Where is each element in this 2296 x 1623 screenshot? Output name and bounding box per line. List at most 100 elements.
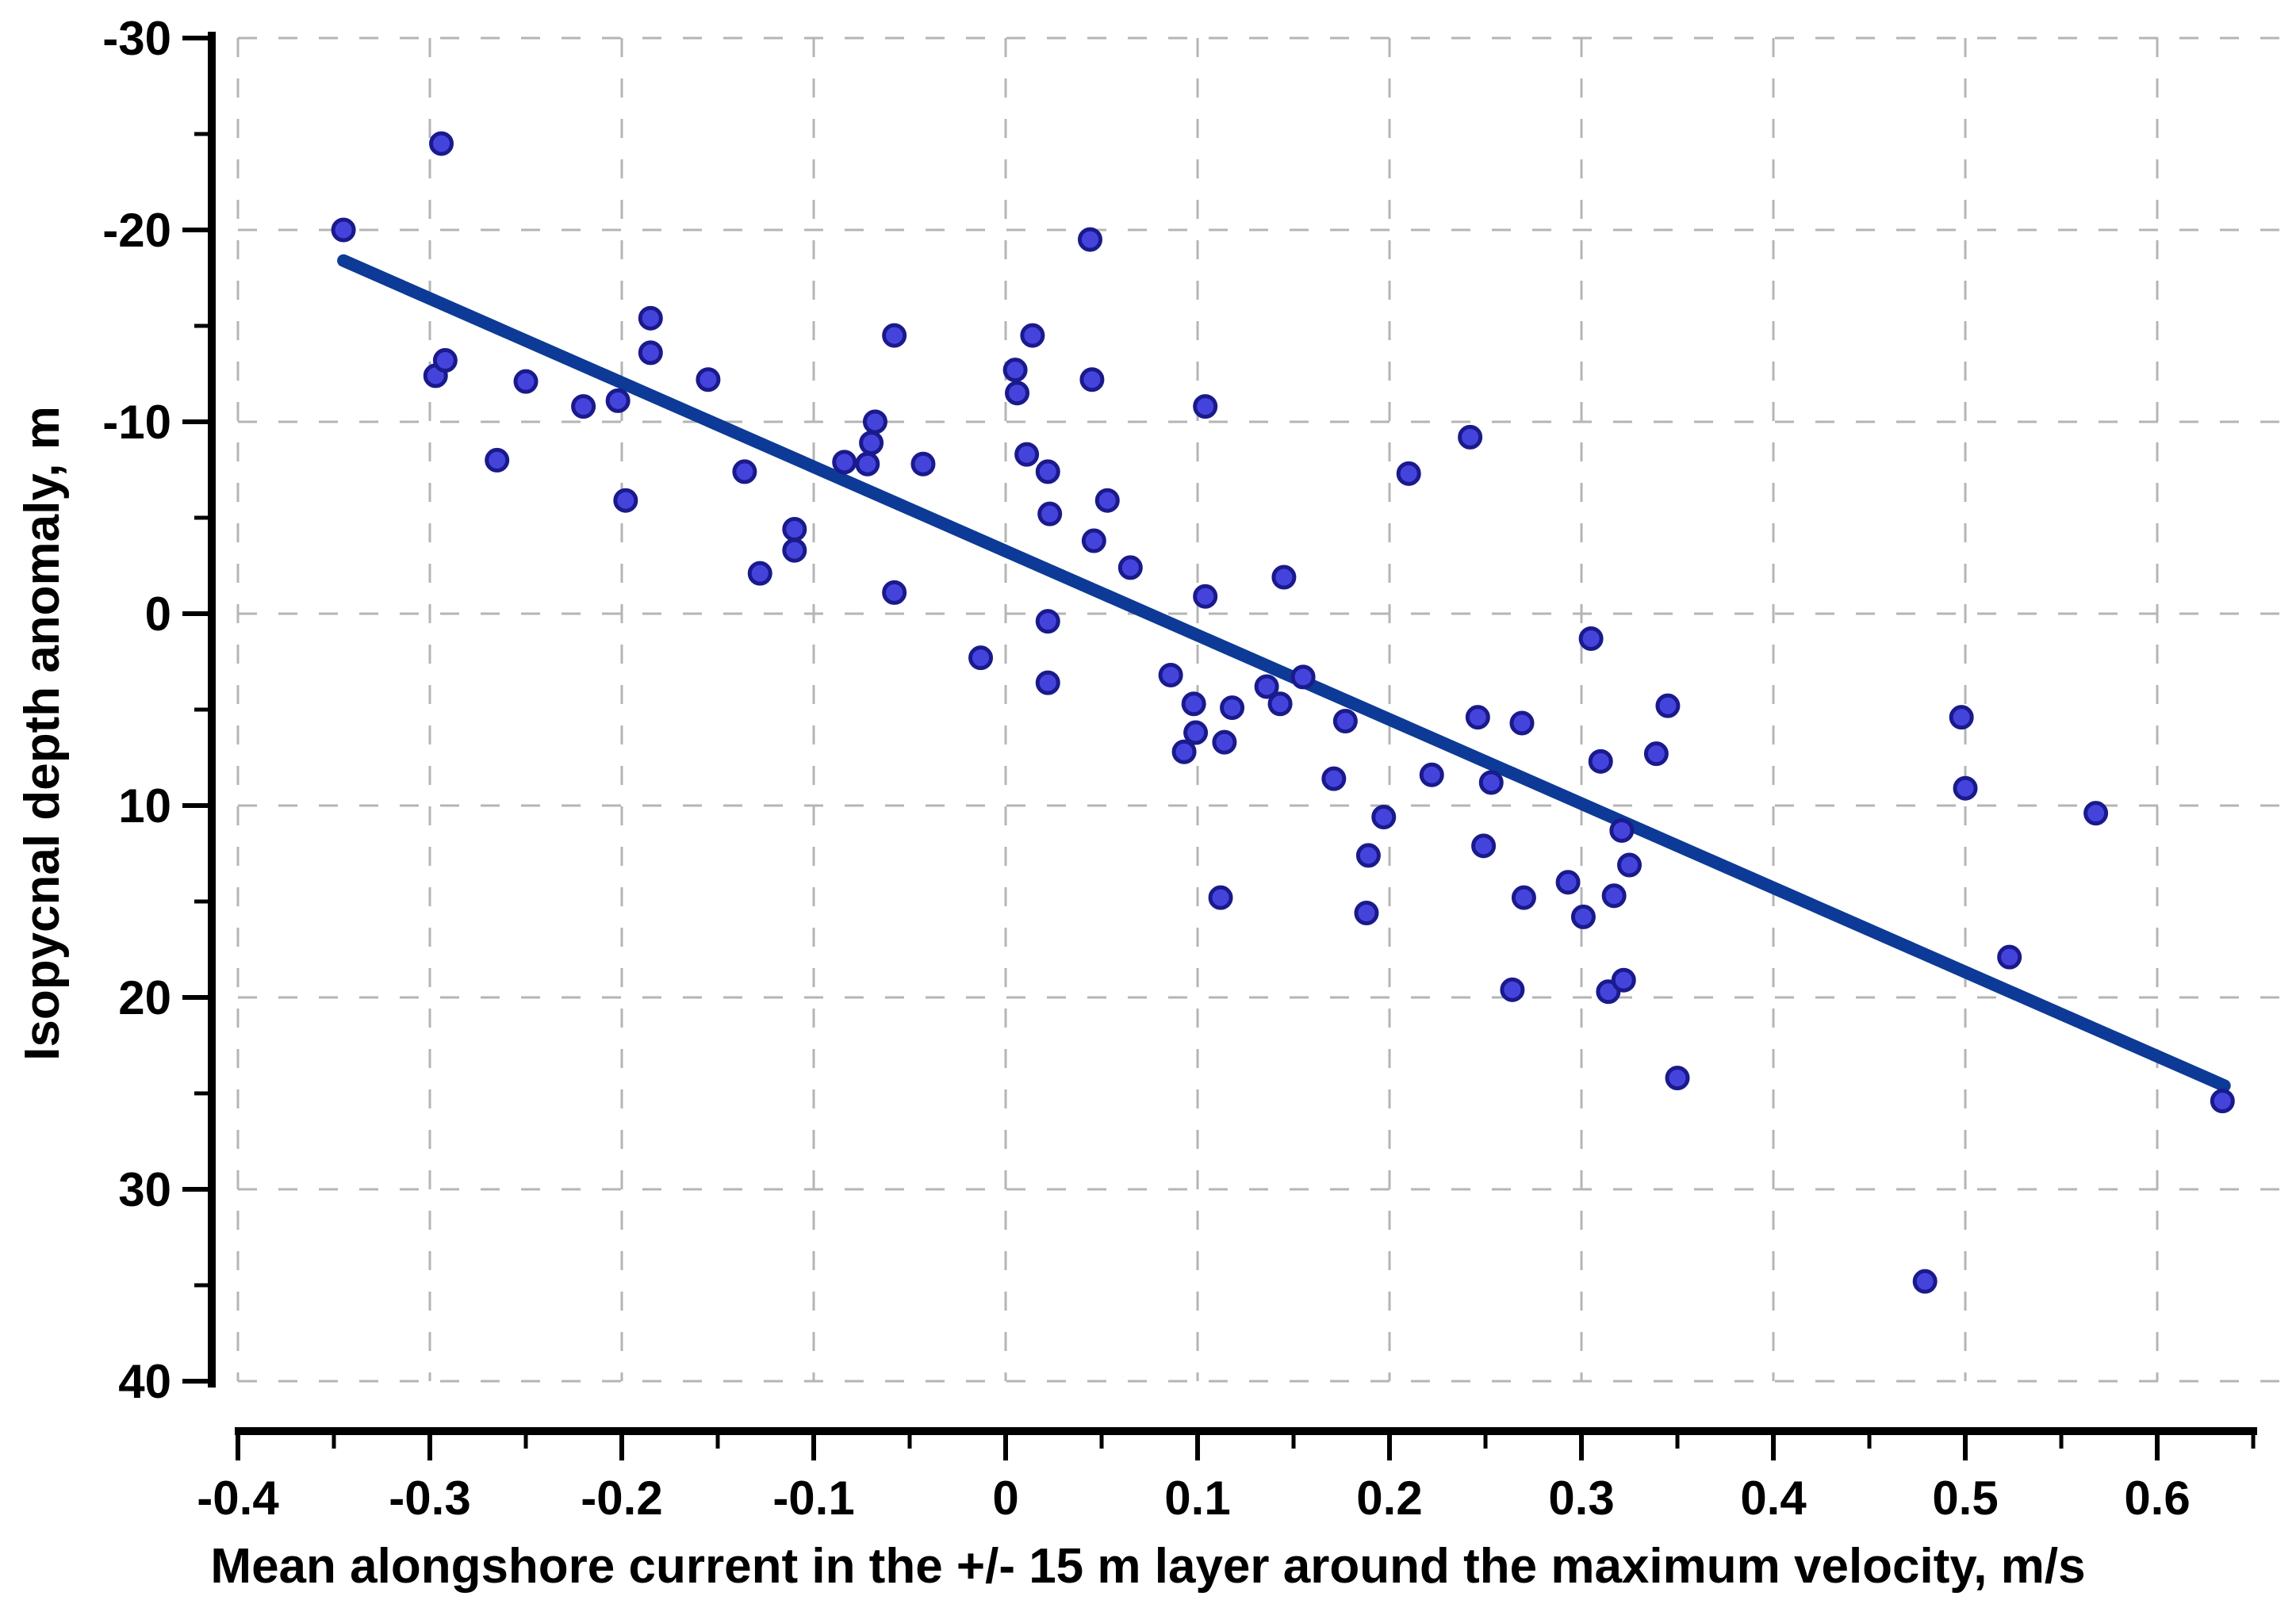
y-tick-label: 40 <box>118 1355 171 1408</box>
data-point <box>732 459 757 484</box>
data-point <box>832 450 857 475</box>
x-tick-label: 0.3 <box>1548 1472 1614 1525</box>
y-tick-label: -20 <box>102 204 171 257</box>
y-tick-label: 30 <box>118 1163 171 1216</box>
data-point <box>331 217 356 243</box>
data-point <box>1035 459 1060 484</box>
data-point <box>638 305 663 331</box>
data-point <box>782 517 807 542</box>
data-point <box>638 340 663 366</box>
data-point <box>782 538 807 563</box>
x-tick-label: 0.1 <box>1164 1472 1230 1525</box>
data-point <box>485 447 510 473</box>
data-point <box>1555 870 1581 895</box>
y-axis-title-text: Isopycnal depth anomaly, m <box>15 406 70 1061</box>
data-point <box>1212 729 1237 755</box>
data-point <box>1254 674 1279 699</box>
data-point <box>1332 709 1358 734</box>
data-point <box>432 348 458 373</box>
data-point <box>1643 741 1669 767</box>
data-point <box>2083 801 2109 826</box>
x-tick-label: -0.2 <box>581 1472 662 1525</box>
data-point <box>429 131 454 156</box>
data-point <box>1458 424 1483 450</box>
data-point <box>1037 501 1063 526</box>
y-tick-label: 10 <box>118 779 171 833</box>
data-point <box>1035 670 1060 695</box>
data-point <box>1002 358 1028 383</box>
data-point <box>1465 705 1490 730</box>
data-point <box>2210 1089 2235 1114</box>
data-point <box>1081 528 1106 553</box>
data-point <box>1193 584 1218 609</box>
data-point <box>1020 323 1045 348</box>
data-point <box>1500 977 1525 1002</box>
data-point <box>513 369 539 394</box>
data-point <box>1665 1066 1690 1091</box>
data-point <box>1588 748 1613 774</box>
x-tick-label: -0.3 <box>389 1472 470 1525</box>
data-point <box>1171 739 1197 764</box>
data-point <box>1509 710 1535 736</box>
data-point <box>1117 555 1143 580</box>
y-tick-label: -10 <box>102 396 171 449</box>
data-point <box>1267 691 1293 717</box>
data-point <box>1912 1269 1938 1294</box>
data-point <box>1158 662 1183 687</box>
data-point <box>1471 833 1497 859</box>
data-point <box>1005 381 1030 406</box>
data-point <box>1183 720 1209 745</box>
x-tick-label: 0.6 <box>2124 1472 2190 1525</box>
x-tick-label: 0.4 <box>1740 1472 1807 1525</box>
data-point <box>1181 691 1206 717</box>
x-tick-label: 0.2 <box>1356 1472 1422 1525</box>
data-point <box>1478 770 1504 795</box>
data-point <box>1396 461 1421 486</box>
data-point <box>571 394 596 419</box>
data-point <box>855 451 880 477</box>
x-tick-label: -0.4 <box>197 1472 279 1525</box>
data-point <box>1578 626 1604 651</box>
data-point <box>747 561 772 586</box>
data-point <box>605 388 631 413</box>
x-axis-title: Mean alongshore current in the +/- 15 m … <box>210 1539 2086 1594</box>
data-point <box>1094 488 1120 513</box>
data-point <box>968 645 994 671</box>
data-point <box>1077 227 1102 252</box>
y-tick-label: -30 <box>102 12 171 65</box>
data-point <box>613 488 638 513</box>
data-point <box>1570 904 1596 929</box>
data-point <box>1079 367 1105 392</box>
data-point <box>1419 762 1444 787</box>
data-point <box>1611 967 1636 993</box>
data-point <box>1290 664 1316 690</box>
data-point <box>1355 843 1381 868</box>
data-point <box>1601 883 1627 909</box>
data-point <box>1511 885 1536 910</box>
data-point <box>696 367 721 392</box>
data-point <box>1371 805 1397 830</box>
data-point <box>1354 901 1379 926</box>
x-tick-label: -0.1 <box>772 1472 854 1525</box>
data-point <box>1220 695 1245 721</box>
data-point <box>1655 693 1681 718</box>
x-axis-line <box>235 1427 2257 1435</box>
data-point <box>882 323 907 348</box>
y-tick-label: 0 <box>145 588 171 641</box>
data-point <box>1609 817 1635 843</box>
data-point <box>1208 885 1233 910</box>
y-tick-label: 20 <box>118 971 171 1024</box>
data-point <box>1953 775 1978 801</box>
data-point <box>862 409 887 434</box>
trend-line <box>337 254 2231 1093</box>
data-point <box>882 580 907 605</box>
x-tick-label: 0 <box>992 1472 1018 1525</box>
data-point <box>1321 766 1347 791</box>
data-point <box>1035 609 1060 634</box>
data-point <box>1193 394 1218 419</box>
data-point <box>859 431 884 456</box>
data-point <box>1949 705 1974 730</box>
data-point <box>1014 442 1040 467</box>
